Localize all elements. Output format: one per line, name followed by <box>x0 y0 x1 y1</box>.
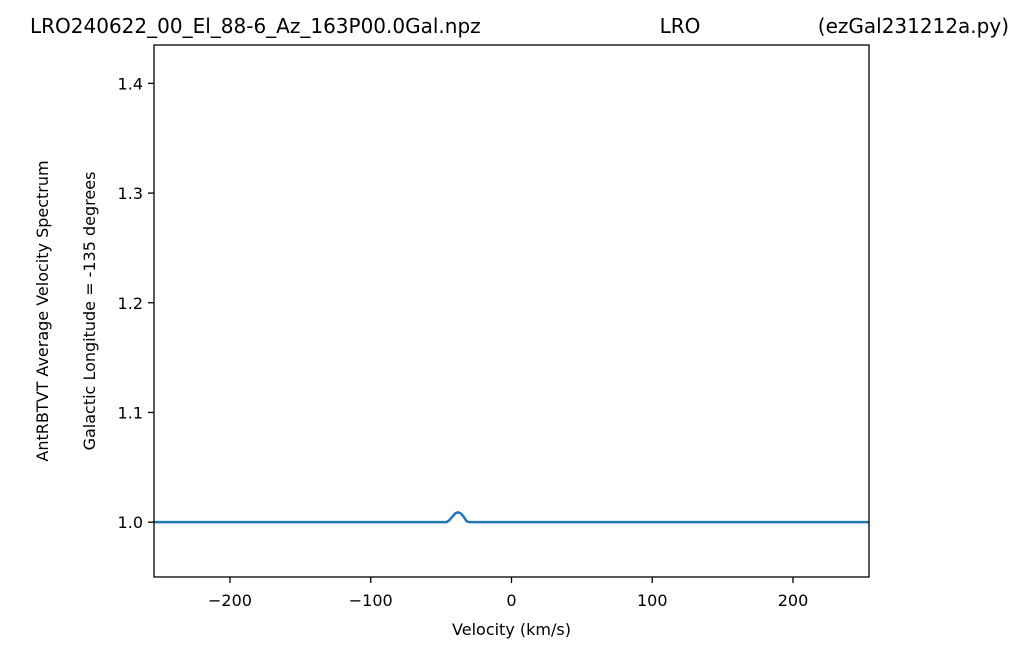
x-tick-label: 100 <box>637 591 668 610</box>
axis-ticks: −200 −100 0 100 200 1.0 1.1 1.2 1.3 1.4 <box>118 74 809 610</box>
series-line-0 <box>154 511 869 524</box>
y-tick-label: 1.1 <box>118 403 143 422</box>
data-series-line <box>154 511 869 524</box>
y-axis-label-line1: AntRBTVT Average Velocity Spectrum <box>33 160 52 461</box>
y-tick-label: 1.4 <box>118 74 143 93</box>
plot-frame <box>153 44 870 578</box>
title-filename: LRO240622_00_El_88-6_Az_163P00.0Gal.npz <box>30 14 481 38</box>
y-tick-label: 1.0 <box>118 513 143 532</box>
title-script: (ezGal231212a.py) <box>818 14 1009 38</box>
x-tick-label: −200 <box>208 591 252 610</box>
x-tick-label: 0 <box>506 591 516 610</box>
y-tick-label: 1.2 <box>118 294 143 313</box>
x-axis-label: Velocity (km/s) <box>452 620 571 639</box>
title-observatory: LRO <box>660 14 701 38</box>
y-axis-label-line2: Galactic Longitude = -135 degrees <box>80 172 99 451</box>
y-tick-label: 1.3 <box>118 184 143 203</box>
x-tick-label: 200 <box>778 591 809 610</box>
x-tick-label: −100 <box>349 591 393 610</box>
